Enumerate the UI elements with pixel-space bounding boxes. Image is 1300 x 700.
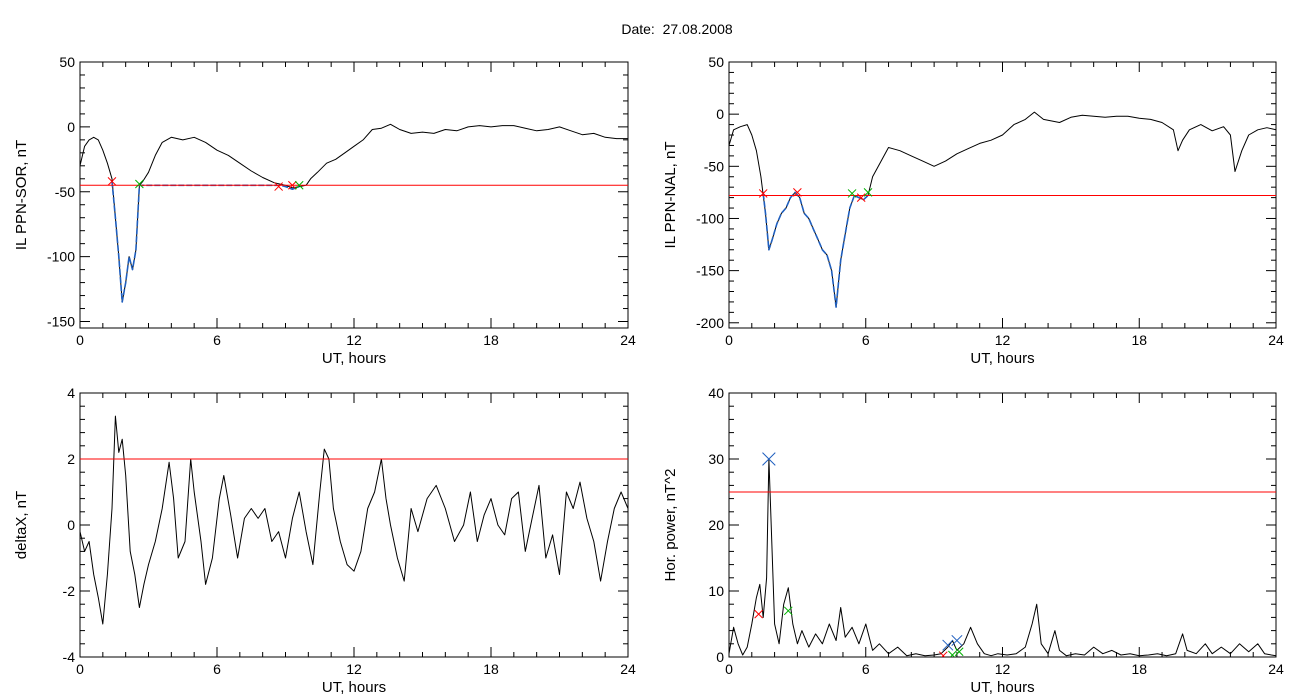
x-axis-title: UT, hours (970, 679, 1034, 696)
y-tick-label: 0 (67, 517, 75, 533)
event-marker (294, 180, 304, 190)
x-tick-label: 24 (620, 332, 636, 348)
y-tick-label: 40 (708, 385, 724, 401)
event-marker (762, 452, 776, 466)
series-line (729, 458, 1276, 657)
panel-ppn-nal: 0 6 12 18 24 -200 -150 -100 -50 0 50 UT, hours IL PP… (662, 54, 1284, 367)
y-axis-title: Hor. power, nT^2 (662, 469, 679, 582)
event-marker (954, 647, 964, 657)
y-tick-label: 30 (708, 451, 724, 467)
y-tick-label: 0 (716, 106, 724, 122)
x-tick-label: 0 (76, 332, 84, 348)
y-tick-label: -150 (696, 263, 724, 279)
event-marker (754, 609, 763, 619)
plot-area (729, 111, 1276, 308)
plot-area (80, 415, 628, 625)
y-tick-label: -4 (63, 649, 76, 665)
plot-area (80, 123, 628, 303)
x-tick-label: 0 (76, 661, 84, 677)
event-marker (948, 650, 957, 657)
y-tick-label: -150 (47, 314, 75, 330)
x-tick-label: 6 (862, 661, 870, 677)
event-marker (942, 639, 954, 651)
y-tick-label: 20 (708, 517, 724, 533)
plot-frame (79, 61, 629, 329)
x-tick-label: 6 (862, 332, 870, 348)
x-tick-label: 24 (1268, 661, 1284, 677)
event-marker (783, 606, 793, 616)
y-tick-label: 4 (67, 385, 75, 401)
highlight-series-line (762, 191, 869, 308)
x-tick-label: 18 (1131, 661, 1147, 677)
y-tick-label: -100 (47, 249, 75, 265)
event-marker (938, 651, 948, 657)
event-marker (287, 180, 297, 190)
event-marker (107, 177, 117, 186)
plot-frame (728, 392, 1277, 658)
plot-area (729, 452, 1276, 657)
y-tick-label: -50 (55, 184, 75, 200)
x-tick-label: 18 (483, 332, 499, 348)
y-tick-label: -200 (696, 315, 724, 331)
y-axis-title: IL PPN-NAL, nT (662, 142, 679, 249)
y-axis-title: deltaX, nT (13, 491, 30, 559)
panel-hor-power: 0 6 12 18 24 0 10 20 30 40 UT, hours Hor. power, nT… (662, 385, 1284, 696)
y-tick-label: 50 (59, 54, 75, 70)
figure-title: Date: 27.08.2008 (621, 21, 733, 37)
x-tick-label: 18 (1131, 332, 1147, 348)
x-tick-label: 0 (725, 332, 733, 348)
y-axis-title: IL PPN-SOR, nT (13, 140, 30, 250)
x-tick-label: 12 (995, 661, 1011, 677)
event-marker (758, 189, 768, 198)
x-axis-title: UT, hours (322, 350, 386, 367)
y-tick-label: 50 (708, 54, 724, 70)
series-line (80, 415, 628, 625)
plot-frame (728, 61, 1277, 329)
x-tick-label: 18 (483, 661, 499, 677)
y-tick-label: 2 (67, 451, 75, 467)
series-line (80, 123, 628, 303)
x-tick-label: 12 (995, 332, 1011, 348)
y-tick-label: -50 (704, 158, 724, 174)
y-tick-label: 10 (708, 583, 724, 599)
x-tick-label: 12 (346, 661, 362, 677)
x-tick-label: 6 (213, 332, 221, 348)
highlight-series-line (111, 181, 300, 303)
y-tick-label: -100 (696, 210, 724, 226)
x-axis-title: UT, hours (970, 350, 1034, 367)
panel-ppn-sor: 0 6 12 18 24 -150 -100 -50 0 50 UT, hours IL PPN-SO… (13, 54, 636, 367)
x-tick-label: 6 (213, 661, 221, 677)
event-marker (863, 188, 873, 197)
plot-frame (79, 392, 629, 658)
x-tick-label: 24 (1268, 332, 1284, 348)
event-marker (135, 179, 144, 189)
y-tick-label: 0 (67, 119, 75, 135)
x-tick-label: 24 (620, 661, 636, 677)
event-marker (274, 182, 284, 191)
y-tick-label: -2 (63, 583, 76, 599)
series-line (729, 111, 1276, 308)
event-marker (856, 193, 866, 202)
x-tick-label: 12 (346, 332, 362, 348)
event-marker (793, 188, 802, 197)
event-marker (951, 634, 963, 647)
event-marker (847, 189, 857, 198)
x-axis-title: UT, hours (322, 679, 386, 696)
x-tick-label: 0 (725, 661, 733, 677)
y-tick-label: 0 (716, 649, 724, 665)
